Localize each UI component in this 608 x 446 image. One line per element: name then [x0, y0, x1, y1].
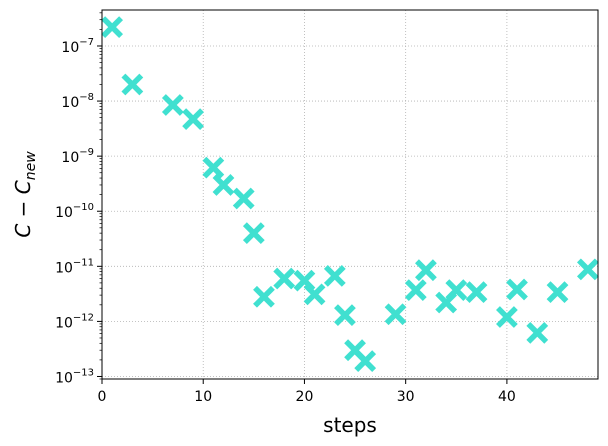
data-point-x-marker [253, 285, 275, 308]
y-tick-label: 10−11 [55, 257, 94, 276]
data-point-x-marker [445, 279, 468, 301]
data-point-x-marker [303, 283, 326, 306]
data-point-x-marker [354, 350, 377, 373]
data-point-x-marker [273, 267, 296, 290]
data-point-x-marker [334, 304, 356, 327]
data-point-x-marker [232, 187, 255, 210]
x-tick-label: 20 [296, 389, 314, 405]
data-point-x-marker [101, 16, 124, 39]
data-point-x-marker [526, 321, 549, 344]
y-tick-label: 10−9 [61, 147, 94, 166]
data-point-x-marker [384, 303, 407, 326]
data-point-x-marker [496, 306, 518, 328]
data-point-x-marker [415, 259, 437, 282]
y-tick-label: 10−8 [61, 92, 94, 111]
y-axis-label-main: C − C [11, 180, 35, 237]
data-point-x-marker [465, 281, 488, 304]
plot-frame [101, 9, 599, 380]
data-point-x-marker [161, 94, 184, 116]
data-point-x-marker [506, 278, 528, 301]
axis-ticks: 0 10 20 30 40 10−13 10−12 10−11 10−10 10−9 10−8 10−… [55, 12, 516, 405]
x-tick-label: 40 [498, 389, 516, 405]
y-axis-label: C − Cnew [11, 151, 39, 238]
data-point-x-marker [323, 265, 346, 287]
x-tick-label: 30 [397, 389, 415, 405]
y-tick-label: 10−10 [55, 202, 94, 221]
data-point-x-marker [546, 281, 569, 304]
x-tick-label: 10 [194, 389, 212, 405]
x-axis-label: steps [323, 413, 377, 437]
data-point-x-marker [242, 222, 265, 245]
data-point-x-marker [182, 108, 204, 131]
y-tick-label: 10−7 [61, 37, 94, 56]
data-point-x-marker [202, 156, 225, 179]
y-axis-label-subscript: new [23, 151, 39, 180]
y-tick-label: 10−13 [55, 367, 94, 386]
data-point-x-marker [121, 73, 144, 96]
data-point-x-marker [404, 279, 427, 301]
y-tick-label: 10−12 [55, 312, 94, 331]
data-points [101, 16, 599, 373]
data-point-x-marker [576, 258, 599, 281]
x-tick-label: 0 [98, 389, 107, 405]
data-point-x-marker [212, 174, 235, 196]
